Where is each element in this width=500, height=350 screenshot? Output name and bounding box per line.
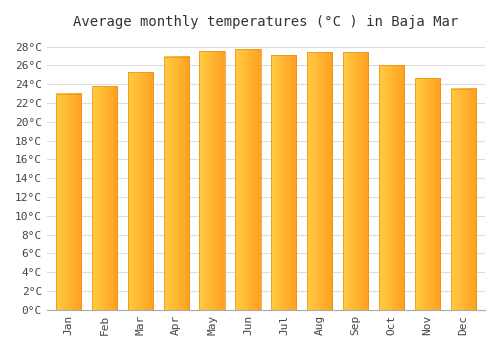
Title: Average monthly temperatures (°C ) in Baja Mar: Average monthly temperatures (°C ) in Ba…: [74, 15, 458, 29]
